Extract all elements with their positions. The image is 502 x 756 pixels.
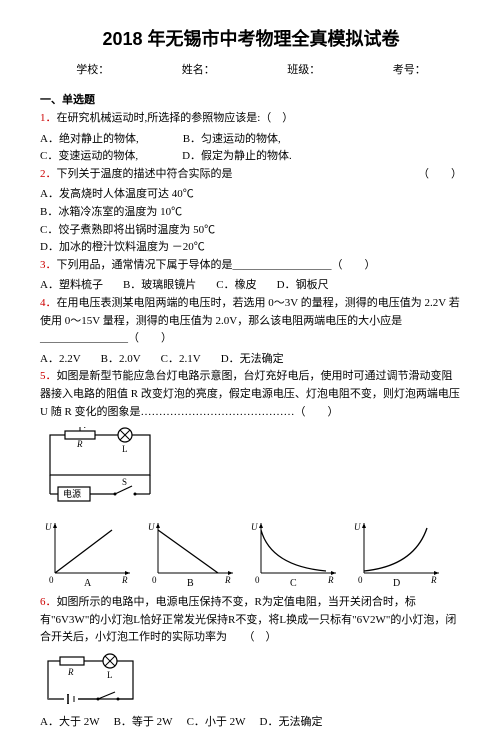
L-label: L [122,444,128,454]
svg-text:0: 0 [49,575,54,585]
circuit-q5: R L 电源 S [40,427,462,512]
svg-text:R: R [327,575,334,585]
svg-text:R: R [224,575,231,585]
q4-optD: D．无法确定 [221,351,284,369]
circuit-svg-q6: R L [40,653,140,708]
svg-text:R: R [121,575,128,585]
qnum-2: 2． [40,168,57,180]
exam-title: 2018 年无锡市中考物理全真模拟试卷 [40,25,462,51]
svg-text:R: R [430,575,437,585]
graph-B: U R 0 B [143,518,238,588]
q3-optA: A．塑料梳子 [40,277,103,295]
q6-options: A．大于 2W B．等于 2W C．小于 2W D．无法确定 [40,714,462,732]
q4-optB: B．2.0V [101,351,141,369]
qnum-1: 1． [40,112,57,124]
svg-text:U: U [45,522,52,532]
examno-label: 考号： [393,61,426,77]
svg-text:L: L [107,670,113,680]
circuit-svg-q5: R L 电源 S [40,427,160,512]
q6-optD: D．无法确定 [260,714,323,732]
question-6: 6．如图所示的电路中，电源电压保持不变，R为定值电阻，当开关闭合时，标有"6V3… [40,594,462,647]
q2-text: 下列关于温度的描述中符合实际的是 [57,168,233,180]
question-3: 3．下列用品，通常情况下属于导体的是__________________（ ） [40,257,462,275]
name-label: 姓名： [182,61,215,77]
svg-text:U: U [251,522,258,532]
S-label: S [122,477,127,487]
section-header: 一、单选题 [40,91,462,107]
qnum-3: 3． [40,259,57,271]
q2-optA: A．发高烧时人体温度可达 40℃ [40,186,462,204]
school-label: 学校： [76,61,109,77]
q1-optC: C．变速运动的物体, D．假定为静止的物体. [40,148,462,166]
class-label: 班级： [287,61,320,77]
graph-A: U R 0 A [40,518,135,588]
svg-text:0: 0 [255,575,260,585]
q4-optC: C．2.1V [161,351,201,369]
q1-text: 在研究机械运动时,所选择的参照物应该是:（ ） [57,112,294,124]
q4-text: 在用电压表测某电阻两端的电压时，若选用 0～3V 的量程，测得的电压值为 2.2… [40,297,460,344]
svg-text:B: B [187,578,194,588]
q6-text: 如图所示的电路中，电源电压保持不变，R为定值电阻，当开关闭合时，标有"6V3W"… [40,596,456,643]
svg-text:A: A [84,578,92,588]
graph-C: U R 0 C [246,518,341,588]
q5-text: 如图是新型节能应急台灯电路示意图，台灯充好电后，使用时可通过调节滑动变阻器接入电… [40,370,460,417]
q4-options: A．2.2V B．2.0V C．2.1V D．无法确定 [40,351,462,369]
svg-text:C: C [290,578,297,588]
R-label: R [76,439,83,449]
q3-optD: D．钢板尺 [277,277,329,295]
q2-blank: （ ） [418,166,462,184]
q4-optA: A．2.2V [40,351,81,369]
q3-optB: B．玻璃眼镜片 [123,277,196,295]
q6-optC: C．小于 2W [187,714,246,732]
question-5: 5．如图是新型节能应急台灯电路示意图，台灯充好电后，使用时可通过调节滑动变阻器接… [40,368,462,421]
question-1: 1．在研究机械运动时,所选择的参照物应该是:（ ） [40,110,462,128]
question-2: 2．下列关于温度的描述中符合实际的是 （ ） [40,166,462,184]
qnum-5: 5． [40,370,57,382]
student-info-row: 学校： 姓名： 班级： 考号： [40,61,462,77]
battery-label: 电源 [63,488,81,499]
question-4: 4．在用电压表测某电阻两端的电压时，若选用 0～3V 的量程，测得的电压值为 2… [40,295,462,348]
svg-text:U: U [148,522,155,532]
graph-D: U R 0 D [349,518,444,588]
circuit-q6: R L [40,653,462,708]
q3-optC: C．橡皮 [216,277,256,295]
q2-optB: B．冰箱冷冻室的温度为 10℃ [40,204,462,222]
svg-text:U: U [354,522,361,532]
q3-options: A．塑料梳子 B．玻璃眼镜片 C．橡皮 D．钢板尺 [40,277,462,295]
q2-optD: D．加冰的橙汁饮料温度为 －20℃ [40,239,462,257]
q6-optB: B．等于 2W [114,714,173,732]
q2-optC: C．饺子煮熟即将出锅时温度为 50℃ [40,222,462,240]
graphs-row: U R 0 A U R 0 B U R 0 C U R 0 D [40,518,462,588]
q6-optA: A．大于 2W [40,714,100,732]
svg-text:0: 0 [358,575,363,585]
svg-text:R: R [67,667,74,677]
q1-optA: A．绝对静止的物体, B．匀速运动的物体, [40,131,462,149]
svg-text:D: D [393,578,400,588]
svg-text:0: 0 [152,575,157,585]
qnum-4: 4． [40,297,57,309]
q3-text: 下列用品，通常情况下属于导体的是__________________（ ） [57,259,376,271]
qnum-6: 6． [40,596,57,608]
